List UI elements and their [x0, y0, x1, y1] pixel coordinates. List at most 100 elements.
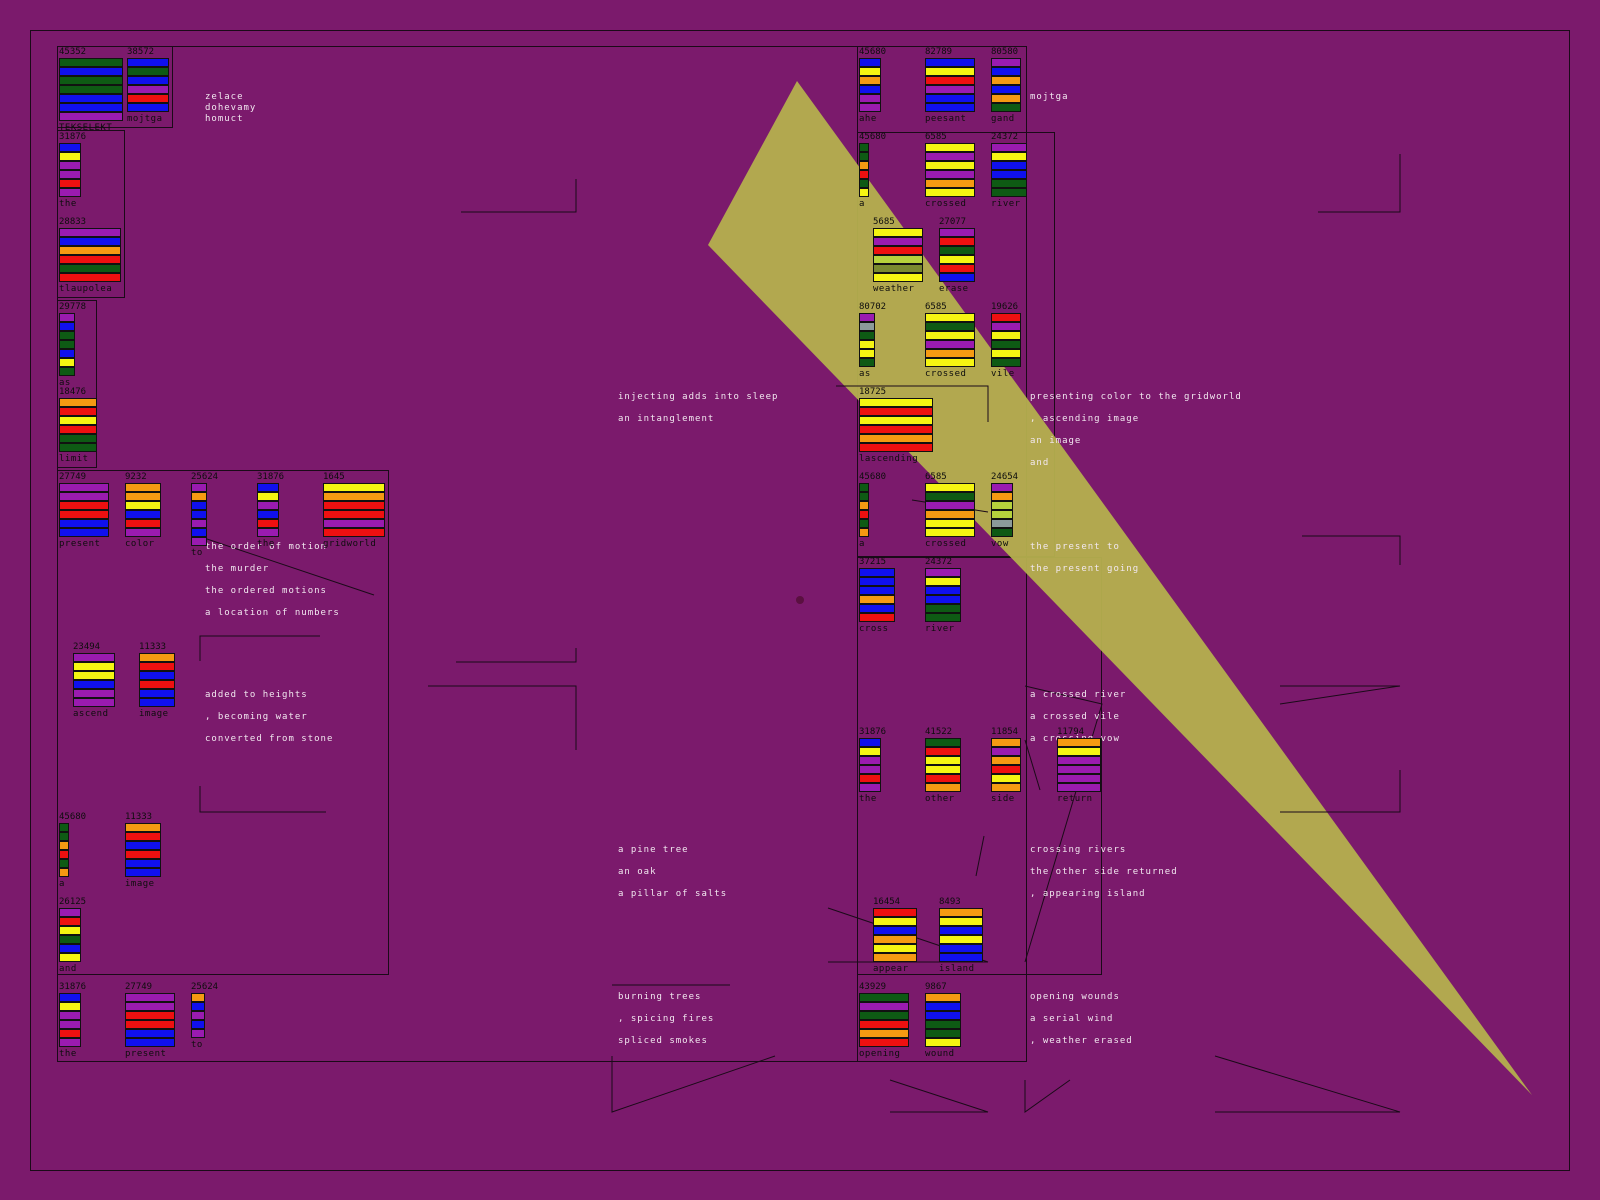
line-glyph — [1214, 1055, 1401, 1113]
stack-number: 5685 — [873, 217, 895, 227]
stack-bar — [73, 698, 115, 707]
stack-bar — [1057, 738, 1101, 747]
stack-word: limit — [59, 454, 89, 464]
stack-bar — [873, 944, 917, 953]
stack-bar — [991, 528, 1013, 537]
stack-number: 9867 — [925, 982, 947, 992]
stack-bar — [139, 662, 175, 671]
poem-line: spliced smokes — [618, 1036, 708, 1046]
stack-bar — [59, 519, 109, 528]
stack-bar — [323, 501, 385, 510]
stack-bar — [925, 738, 961, 747]
stack-bar — [127, 58, 169, 67]
stack-word: image — [139, 709, 169, 719]
stack-bar — [191, 483, 207, 492]
stack-bar — [873, 908, 917, 917]
poem-line: an intanglement — [618, 414, 715, 424]
stack-number: 6585 — [925, 132, 947, 142]
stack-number: 9232 — [125, 472, 147, 482]
stack-bar — [59, 1002, 81, 1011]
stack-bar — [859, 358, 875, 367]
stack-word: ahe — [859, 114, 877, 124]
stack-bar — [859, 595, 895, 604]
poem-line: and — [1030, 458, 1050, 468]
stack-number: 80702 — [859, 302, 887, 312]
stack-bar — [59, 926, 81, 935]
stack-bar — [139, 698, 175, 707]
stack-bar — [73, 680, 115, 689]
grid-cell-left-strip — [57, 130, 125, 298]
stack-bar — [125, 841, 161, 850]
stack-bar — [59, 179, 81, 188]
stack-bar — [191, 492, 207, 501]
stack-bar — [859, 161, 869, 170]
stack-number: 45352 — [59, 47, 87, 57]
stack-bar — [859, 1038, 909, 1047]
stack-bar — [991, 161, 1027, 170]
stack-bar — [991, 94, 1021, 103]
stack-bar — [939, 926, 983, 935]
stack-bar — [125, 823, 161, 832]
stack-bar — [323, 483, 385, 492]
stack-bar — [59, 228, 121, 237]
line-glyph — [1024, 685, 1103, 963]
stack-bar — [859, 604, 895, 613]
stack-bar — [873, 264, 923, 273]
stack-bar — [925, 747, 961, 756]
stack-bar — [191, 1020, 205, 1029]
stack-bar — [125, 859, 161, 868]
line-glyph — [889, 1079, 989, 1113]
stack-bar — [139, 653, 175, 662]
stack-bar — [991, 765, 1021, 774]
stack-bar — [59, 1011, 81, 1020]
poem-line: an oak — [618, 867, 657, 877]
stack-bar — [59, 103, 123, 112]
stack-bar — [991, 58, 1021, 67]
stack-bar — [323, 492, 385, 501]
stack-bar — [991, 492, 1013, 501]
stack-bar — [191, 1029, 205, 1038]
stack-word: river — [991, 199, 1021, 209]
stack-bar — [859, 67, 881, 76]
poem-line: an image — [1030, 436, 1082, 446]
stack-bar — [859, 340, 875, 349]
stack-bar — [59, 492, 109, 501]
stack-bar — [59, 443, 97, 452]
stack-word: crossed — [925, 539, 967, 549]
stack-number: 18476 — [59, 387, 87, 397]
stack-bar — [925, 67, 975, 76]
stack-bar — [139, 680, 175, 689]
stack-bar — [139, 689, 175, 698]
stack-bar — [191, 519, 207, 528]
stack-bar — [191, 528, 207, 537]
stack-bar — [257, 528, 279, 537]
stack-word: opening — [859, 1049, 901, 1059]
stack-bar — [925, 568, 961, 577]
stack-bar — [925, 613, 961, 622]
stack-bar — [925, 501, 975, 510]
line-glyph — [1318, 154, 1401, 213]
stack-bar — [873, 926, 917, 935]
stack-bar — [59, 322, 75, 331]
stack-number: 45680 — [859, 472, 887, 482]
stack-word: erase — [939, 284, 969, 294]
stack-word: wound — [925, 1049, 955, 1059]
stack-bar — [257, 483, 279, 492]
stack-bar — [59, 188, 81, 197]
stack-bar — [59, 510, 109, 519]
stack-bar — [1057, 747, 1101, 756]
stack-number: 25624 — [191, 472, 219, 482]
stack-bar — [925, 94, 975, 103]
stack-bar — [1057, 765, 1101, 774]
stack-bar — [991, 747, 1021, 756]
poem-line: added to heights — [205, 690, 308, 700]
stack-bar — [59, 850, 69, 859]
stack-bar — [59, 1038, 81, 1047]
stack-bar — [873, 935, 917, 944]
stack-bar — [991, 738, 1021, 747]
grid-cell-right-low — [857, 557, 1102, 975]
poem-line: a crossed river — [1030, 690, 1127, 700]
stack-bar — [859, 765, 881, 774]
